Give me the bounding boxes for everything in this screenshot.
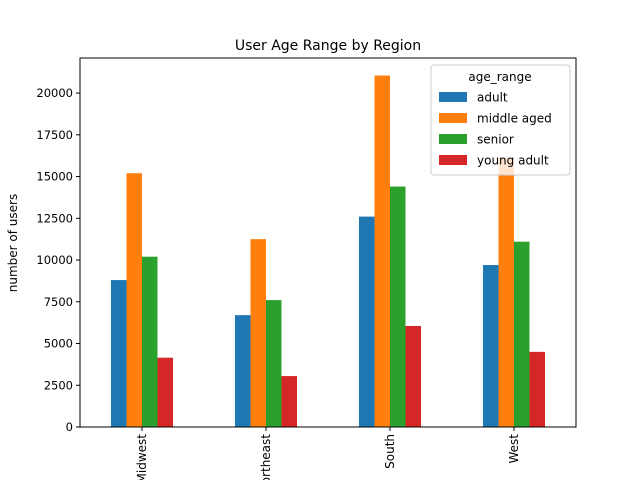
bars-group xyxy=(111,75,545,427)
y-axis: 0 2500 5000 7500 10000 12500 15000 17500 20000 xyxy=(36,86,80,434)
y-tick-label: 7500 xyxy=(44,295,73,309)
y-tick-label: 17500 xyxy=(36,128,73,142)
y-tick-label: 2500 xyxy=(44,378,73,392)
bar-west-young-adult xyxy=(529,351,545,427)
x-tick-label: Midwest xyxy=(135,434,149,480)
bar-south-young-adult xyxy=(405,325,421,427)
legend-swatch xyxy=(439,113,467,123)
bar-midwest-adult xyxy=(111,280,127,427)
y-tick-label: 12500 xyxy=(36,211,73,225)
legend-label: adult xyxy=(477,91,508,105)
bar-south-senior xyxy=(390,186,406,427)
legend-label: young adult xyxy=(477,154,549,168)
legend-swatch xyxy=(439,134,467,144)
bar-northeast-young-adult xyxy=(281,376,297,427)
plot-frame xyxy=(79,57,577,428)
y-axis-label: number of users xyxy=(6,194,20,292)
chart-title: User Age Range by Region xyxy=(235,38,421,54)
bar-south-adult xyxy=(359,216,375,427)
x-axis: Midwest Northeast South West xyxy=(135,427,521,480)
bar-west-senior xyxy=(514,241,530,427)
bar-northeast-senior xyxy=(266,300,282,427)
bar-west-middle-aged xyxy=(498,158,514,427)
y-tick-label: 0 xyxy=(66,420,73,434)
bar-midwest-young-adult xyxy=(157,357,173,427)
legend-swatch xyxy=(439,155,467,165)
legend-label: senior xyxy=(477,133,514,147)
bar-northeast-middle-aged xyxy=(250,239,266,427)
bar-northeast-adult xyxy=(235,315,251,427)
y-tick-label: 15000 xyxy=(36,170,73,184)
bar-west-adult xyxy=(483,265,499,427)
y-tick-label: 20000 xyxy=(36,86,73,100)
legend-swatch xyxy=(439,92,467,102)
x-tick-label: West xyxy=(507,434,521,464)
x-tick-label: South xyxy=(383,434,397,469)
y-tick-label: 10000 xyxy=(36,253,73,267)
bar-south-middle-aged xyxy=(374,75,390,427)
y-tick-label: 5000 xyxy=(44,337,73,351)
legend-label: middle aged xyxy=(477,112,552,126)
legend-title: age_range xyxy=(468,70,531,84)
x-tick-label: Northeast xyxy=(259,434,273,480)
legend: age_range adult middle aged senior young ad… xyxy=(430,64,571,176)
bar-midwest-senior xyxy=(142,256,158,427)
bar-midwest-middle-aged xyxy=(126,173,142,427)
